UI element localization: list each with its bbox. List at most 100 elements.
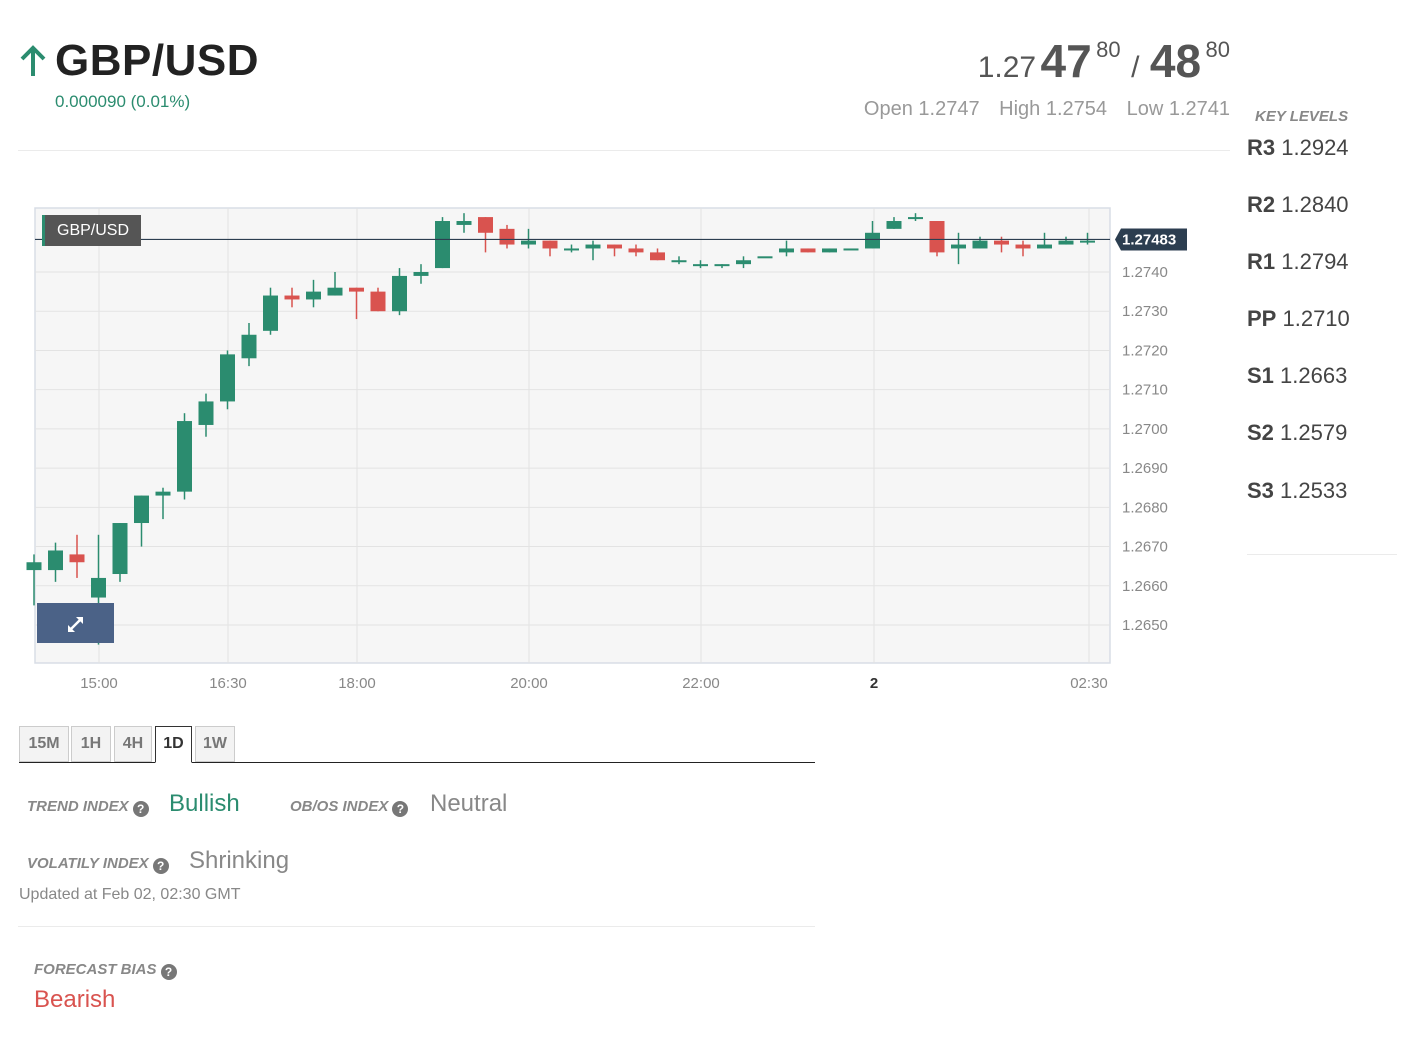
ask-big: 48 [1149,35,1202,87]
candle [241,322,257,367]
trend-index-value: Bullish [169,790,240,817]
candle [800,248,816,253]
candle [822,248,837,253]
candles [26,213,1095,645]
key-level-value: 1.2663 [1280,363,1348,388]
candle-body [327,287,343,296]
candle-body [1058,240,1074,245]
candle [671,256,687,265]
tab-1d[interactable]: 1D [155,726,192,763]
candle [392,268,407,316]
key-level-name: R3 [1247,135,1276,160]
candle [736,256,751,269]
candle-body [800,248,816,253]
tab-1h[interactable]: 1H [71,726,111,762]
key-level-r2: R2 1.2840 [1247,192,1349,218]
tab-1w[interactable]: 1W [195,726,235,762]
help-icon[interactable]: ? [160,964,177,980]
key-levels-title: KEY LEVELS [1255,108,1349,125]
candle [585,240,601,261]
key-level-value: 1.2579 [1280,420,1348,445]
candle-body [843,248,859,251]
candle-body [413,272,429,276]
candle [1015,240,1031,257]
key-level-name: S3 [1247,478,1274,503]
arrow-up-icon [20,45,46,76]
x-tick-label: 18:00 [338,675,376,692]
price-badge-shape [1115,228,1187,251]
volatility-index-value: Shrinking [189,847,290,874]
candle-body [929,221,945,253]
candle [886,217,902,229]
candle-body [951,244,966,249]
candle-body [757,256,773,259]
candle-body [478,217,493,233]
x-tick-label: 15:00 [80,675,118,692]
key-level-name: R1 [1247,249,1276,274]
divider [1247,554,1397,555]
candle [1058,236,1074,245]
candle-body [628,248,644,253]
key-level-name: PP [1247,306,1277,331]
key-level-r3: R3 1.2924 [1247,135,1349,161]
volatility-index-label: VOLATILY INDEX? [27,855,169,874]
candle-body [241,334,257,359]
help-icon[interactable]: ? [152,858,169,874]
candle-body [349,287,364,292]
key-level-value: 1.2710 [1282,306,1350,331]
help-icon[interactable]: ? [392,801,409,817]
x-axis: 15:00 16:30 18:00 20:00 22:00 2 02:30 [80,675,1108,692]
x-tick-label: 22:00 [682,675,720,692]
candle [220,350,235,410]
key-level-name: S1 [1247,363,1274,388]
candle [929,221,945,257]
candle [349,287,364,320]
candlestick-chart[interactable]: 1.2650 1.2660 1.2670 1.2680 1.2690 1.2700 1.27… [0,195,1230,695]
candle [951,232,966,265]
candle [757,256,773,259]
candle-body [220,354,235,402]
candle [134,495,149,547]
candle [48,542,63,582]
candle [628,244,644,257]
candle-body [542,240,558,249]
candle-body [779,248,794,253]
volatility-index-label-text: VOLATILY INDEX [27,855,149,872]
help-icon[interactable]: ? [132,801,149,817]
candle-body [435,221,450,269]
y-tick-label: 1.2700 [1122,421,1168,438]
candle [1037,232,1052,249]
candle [542,240,558,257]
y-tick-label: 1.2650 [1122,617,1168,634]
y-tick-label: 1.2690 [1122,460,1168,477]
candle-body [671,260,687,263]
candle-body [263,295,278,331]
candle-body [1015,244,1031,249]
candle [521,228,536,249]
expand-chart-button[interactable] [37,603,114,643]
candle-body [91,577,106,598]
candle [478,217,493,253]
candle-body [714,264,730,267]
tab-15m[interactable]: 15M [19,726,69,762]
y-axis: 1.2650 1.2660 1.2670 1.2680 1.2690 1.2700 1.27… [1122,264,1168,634]
key-level-value: 1.2794 [1281,249,1349,274]
candle-body [134,495,149,524]
candle [112,523,128,582]
candle-body [1037,244,1052,249]
key-level-pp: PP 1.2710 [1247,306,1350,332]
candle-body [1080,240,1095,243]
candle [865,221,880,249]
candle [499,224,515,249]
candle [693,260,708,269]
tab-4h[interactable]: 4H [114,726,152,762]
candle [327,272,343,296]
x-tick-label: 02:30 [1070,675,1108,692]
candle [435,217,450,269]
x-tick-label: 20:00 [510,675,548,692]
y-tick-label: 1.2740 [1122,264,1168,281]
candle-body [456,221,472,225]
forecast-bias-label-text: FORECAST BIAS [34,961,157,978]
obos-index-value: Neutral [430,790,508,817]
obos-index-label: OB/OS INDEX? [290,798,409,817]
